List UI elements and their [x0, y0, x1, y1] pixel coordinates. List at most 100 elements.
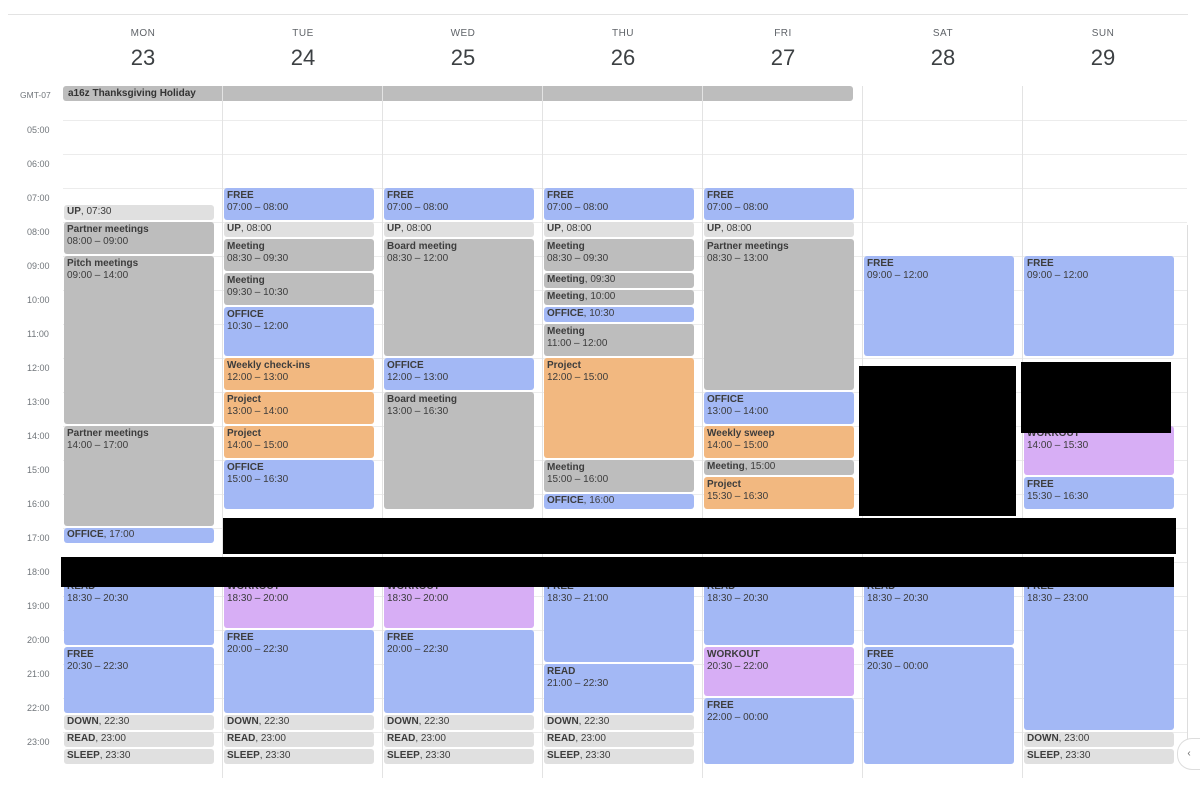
event-free[interactable]: FREE 20:00 – 22:30 — [384, 630, 534, 713]
event-free[interactable]: FREE18:30 – 23:00 — [1024, 579, 1174, 730]
event-sleep[interactable]: SLEEP, 23:30 — [64, 749, 214, 764]
all-day-event[interactable]: a16z Thanksgiving Holiday — [63, 86, 853, 101]
event-time: 18:30 – 20:00 — [227, 593, 289, 604]
event-time: 18:30 – 23:00 — [1027, 593, 1089, 604]
day-header-wed[interactable]: WED 25 — [388, 28, 538, 71]
expand-panel-button[interactable]: ‹ — [1177, 738, 1200, 770]
event-meeting[interactable]: Meeting, 15:00 — [704, 460, 854, 475]
day-number[interactable]: 27 — [770, 45, 796, 70]
event-free[interactable]: FREE18:30 – 21:00 — [544, 579, 694, 662]
day-number[interactable]: 29 — [1090, 45, 1116, 70]
event-up[interactable]: UP, 08:00 — [704, 222, 854, 237]
event-meeting[interactable]: Meeting 09:30 – 10:30 — [224, 273, 374, 305]
event-office[interactable]: OFFICE 10:30 – 12:00 — [224, 307, 374, 356]
event-read[interactable]: READ18:30 – 20:30 — [704, 579, 854, 645]
event-time: 09:30 – 10:30 — [227, 287, 289, 298]
day-header-fri[interactable]: FRI 27 — [708, 28, 858, 71]
event-time: 20:30 – 00:00 — [867, 661, 929, 672]
event-office[interactable]: OFFICE, 17:00 — [64, 528, 214, 543]
event-free[interactable]: FREE 07:00 – 08:00 — [704, 188, 854, 220]
day-number[interactable]: 26 — [610, 45, 636, 70]
event-project[interactable]: Project 14:00 – 15:00 — [224, 426, 374, 458]
event-free[interactable]: FREE 20:30 – 00:00 — [864, 647, 1014, 764]
event-read[interactable]: READ, 23:00 — [224, 732, 374, 747]
event-up[interactable]: UP, 08:00 — [544, 222, 694, 237]
event-meeting[interactable]: Meeting 08:30 – 09:30 — [544, 239, 694, 271]
chevron-left-icon: ‹ — [1187, 748, 1191, 759]
event-time: 15:30 – 16:30 — [707, 491, 769, 502]
event-free[interactable]: FREE 07:00 – 08:00 — [544, 188, 694, 220]
day-number[interactable]: 25 — [450, 45, 476, 70]
event-down[interactable]: DOWN, 22:30 — [384, 715, 534, 730]
event-title: SLEEP — [547, 750, 580, 761]
event-office[interactable]: OFFICE 12:00 – 13:00 — [384, 358, 534, 390]
event-sleep[interactable]: SLEEP, 23:30 — [224, 749, 374, 764]
day-header-sun[interactable]: SUN 29 — [1028, 28, 1178, 71]
event-meeting[interactable]: Meeting 11:00 – 12:00 — [544, 324, 694, 356]
event-up[interactable]: UP, 08:00 — [224, 222, 374, 237]
day-number[interactable]: 23 — [130, 45, 156, 70]
event-office[interactable]: OFFICE, 10:30 — [544, 307, 694, 322]
day-header-sat[interactable]: SAT 28 — [868, 28, 1018, 71]
event-partner-meetings[interactable]: Partner meetings 14:00 – 17:00 — [64, 426, 214, 526]
event-down[interactable]: DOWN, 22:30 — [64, 715, 214, 730]
event-up[interactable]: UP, 08:00 — [384, 222, 534, 237]
event-free[interactable]: FREE 20:30 – 22:30 — [64, 647, 214, 713]
event-title: FREE — [1027, 479, 1054, 490]
event-title: Meeting — [547, 274, 585, 285]
event-title: UP — [547, 223, 561, 234]
event-partner-meetings[interactable]: Partner meetings 08:00 – 09:00 — [64, 222, 214, 254]
event-title: Weekly sweep — [707, 428, 775, 439]
event-down[interactable]: DOWN, 22:30 — [224, 715, 374, 730]
time-label: 22:00 — [27, 703, 50, 713]
redaction-block — [1021, 362, 1171, 433]
event-pitch-meetings[interactable]: Pitch meetings 09:00 – 14:00 — [64, 256, 214, 424]
event-free[interactable]: FREE 20:00 – 22:30 — [224, 630, 374, 713]
event-project[interactable]: Project 12:00 – 15:00 — [544, 358, 694, 458]
event-title: Meeting — [547, 241, 585, 252]
event-title: Board meeting — [387, 241, 458, 252]
event-read[interactable]: READ, 23:00 — [544, 732, 694, 747]
event-time: 07:00 – 08:00 — [547, 202, 609, 213]
event-up[interactable]: UP, 07:30 — [64, 205, 214, 220]
event-sleep[interactable]: SLEEP, 23:30 — [384, 749, 534, 764]
event-project[interactable]: Project 13:00 – 14:00 — [224, 392, 374, 424]
event-read[interactable]: READ 21:00 – 22:30 — [544, 664, 694, 713]
event-weekly-sweep[interactable]: Weekly sweep 14:00 – 15:00 — [704, 426, 854, 458]
event-time: 13:00 – 14:00 — [707, 406, 769, 417]
day-header-thu[interactable]: THU 26 — [548, 28, 698, 71]
event-meeting[interactable]: Meeting 15:00 – 16:00 — [544, 460, 694, 492]
event-meeting[interactable]: Meeting, 10:00 — [544, 290, 694, 305]
event-meeting[interactable]: Meeting 08:30 – 09:30 — [224, 239, 374, 271]
day-number[interactable]: 28 — [930, 45, 956, 70]
event-down[interactable]: DOWN, 22:30 — [544, 715, 694, 730]
event-project[interactable]: Project 15:30 – 16:30 — [704, 477, 854, 509]
event-office[interactable]: OFFICE, 16:00 — [544, 494, 694, 509]
event-read[interactable]: READ18:30 – 20:30 — [64, 579, 214, 645]
event-sleep[interactable]: SLEEP, 23:30 — [1024, 749, 1174, 764]
event-board-meeting[interactable]: Board meeting 08:30 – 12:00 — [384, 239, 534, 356]
event-meeting[interactable]: Meeting, 09:30 — [544, 273, 694, 288]
day-number[interactable]: 24 — [290, 45, 316, 70]
event-read[interactable]: READ, 23:00 — [384, 732, 534, 747]
event-office[interactable]: OFFICE 13:00 – 14:00 — [704, 392, 854, 424]
day-header-tue[interactable]: TUE 24 — [228, 28, 378, 71]
event-read[interactable]: READ18:30 – 20:30 — [864, 579, 1014, 645]
event-down[interactable]: DOWN, 23:00 — [1024, 732, 1174, 747]
event-free[interactable]: FREE 09:00 – 12:00 — [1024, 256, 1174, 356]
event-office[interactable]: OFFICE 15:00 – 16:30 — [224, 460, 374, 509]
event-sleep[interactable]: SLEEP, 23:30 — [544, 749, 694, 764]
event-free[interactable]: FREE 07:00 – 08:00 — [224, 188, 374, 220]
event-free[interactable]: FREE 09:00 – 12:00 — [864, 256, 1014, 356]
event-free[interactable]: FREE 07:00 – 08:00 — [384, 188, 534, 220]
event-title: OFFICE — [227, 309, 264, 320]
event-workout[interactable]: WORKOUT 20:30 – 22:00 — [704, 647, 854, 696]
event-free[interactable]: FREE 15:30 – 16:30 — [1024, 477, 1174, 509]
event-board-meeting[interactable]: Board meeting 13:00 – 16:30 — [384, 392, 534, 509]
day-header-mon[interactable]: MON 23 — [68, 28, 218, 71]
event-free[interactable]: FREE 22:00 – 00:00 — [704, 698, 854, 764]
event-weekly-check-ins[interactable]: Weekly check-ins 12:00 – 13:00 — [224, 358, 374, 390]
event-read[interactable]: READ, 23:00 — [64, 732, 214, 747]
event-workout[interactable]: WORKOUT 14:00 – 15:30 — [1024, 426, 1174, 475]
event-partner-meetings[interactable]: Partner meetings 08:30 – 13:00 — [704, 239, 854, 390]
